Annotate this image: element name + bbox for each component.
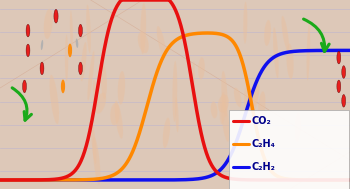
Ellipse shape [243,2,247,44]
Ellipse shape [157,26,166,58]
Ellipse shape [65,35,68,81]
Ellipse shape [244,88,254,134]
Ellipse shape [307,25,310,80]
Ellipse shape [286,43,294,79]
FancyArrowPatch shape [303,19,329,51]
Ellipse shape [70,11,73,50]
FancyBboxPatch shape [229,110,349,189]
Ellipse shape [138,32,149,53]
Ellipse shape [79,62,83,75]
Ellipse shape [40,62,44,75]
Ellipse shape [163,118,170,148]
Ellipse shape [221,101,230,142]
Ellipse shape [248,83,259,114]
Ellipse shape [54,9,58,23]
Ellipse shape [49,75,59,124]
Ellipse shape [191,61,195,102]
Ellipse shape [258,91,266,121]
Ellipse shape [95,93,106,114]
Ellipse shape [86,5,91,53]
Text: C₂H₂: C₂H₂ [251,162,275,172]
Ellipse shape [110,103,120,125]
Ellipse shape [337,51,341,64]
Ellipse shape [118,71,125,105]
Ellipse shape [80,42,87,81]
Ellipse shape [22,80,27,93]
Text: CO₂: CO₂ [251,116,271,126]
Ellipse shape [68,43,72,57]
Ellipse shape [273,27,279,78]
FancyArrowPatch shape [12,88,32,120]
Ellipse shape [140,3,146,54]
Ellipse shape [114,101,123,139]
Ellipse shape [76,39,78,48]
Ellipse shape [26,44,30,57]
Ellipse shape [198,57,205,80]
Ellipse shape [41,40,43,50]
Ellipse shape [294,112,301,143]
Ellipse shape [175,97,178,132]
Ellipse shape [251,84,260,108]
Ellipse shape [342,66,346,78]
Ellipse shape [234,88,241,107]
Ellipse shape [91,122,97,164]
Text: C₂H₄: C₂H₄ [251,139,275,149]
Ellipse shape [221,71,228,118]
Ellipse shape [173,61,177,122]
Ellipse shape [218,94,229,112]
Ellipse shape [26,24,30,37]
Ellipse shape [281,16,289,51]
Ellipse shape [211,101,217,118]
Ellipse shape [219,92,226,124]
Ellipse shape [61,80,65,93]
Ellipse shape [88,51,94,101]
Ellipse shape [93,137,100,185]
Ellipse shape [101,65,107,99]
Ellipse shape [337,80,341,93]
Ellipse shape [79,24,83,37]
Ellipse shape [44,9,53,39]
Ellipse shape [93,80,97,110]
Ellipse shape [342,94,346,107]
Ellipse shape [264,20,271,46]
